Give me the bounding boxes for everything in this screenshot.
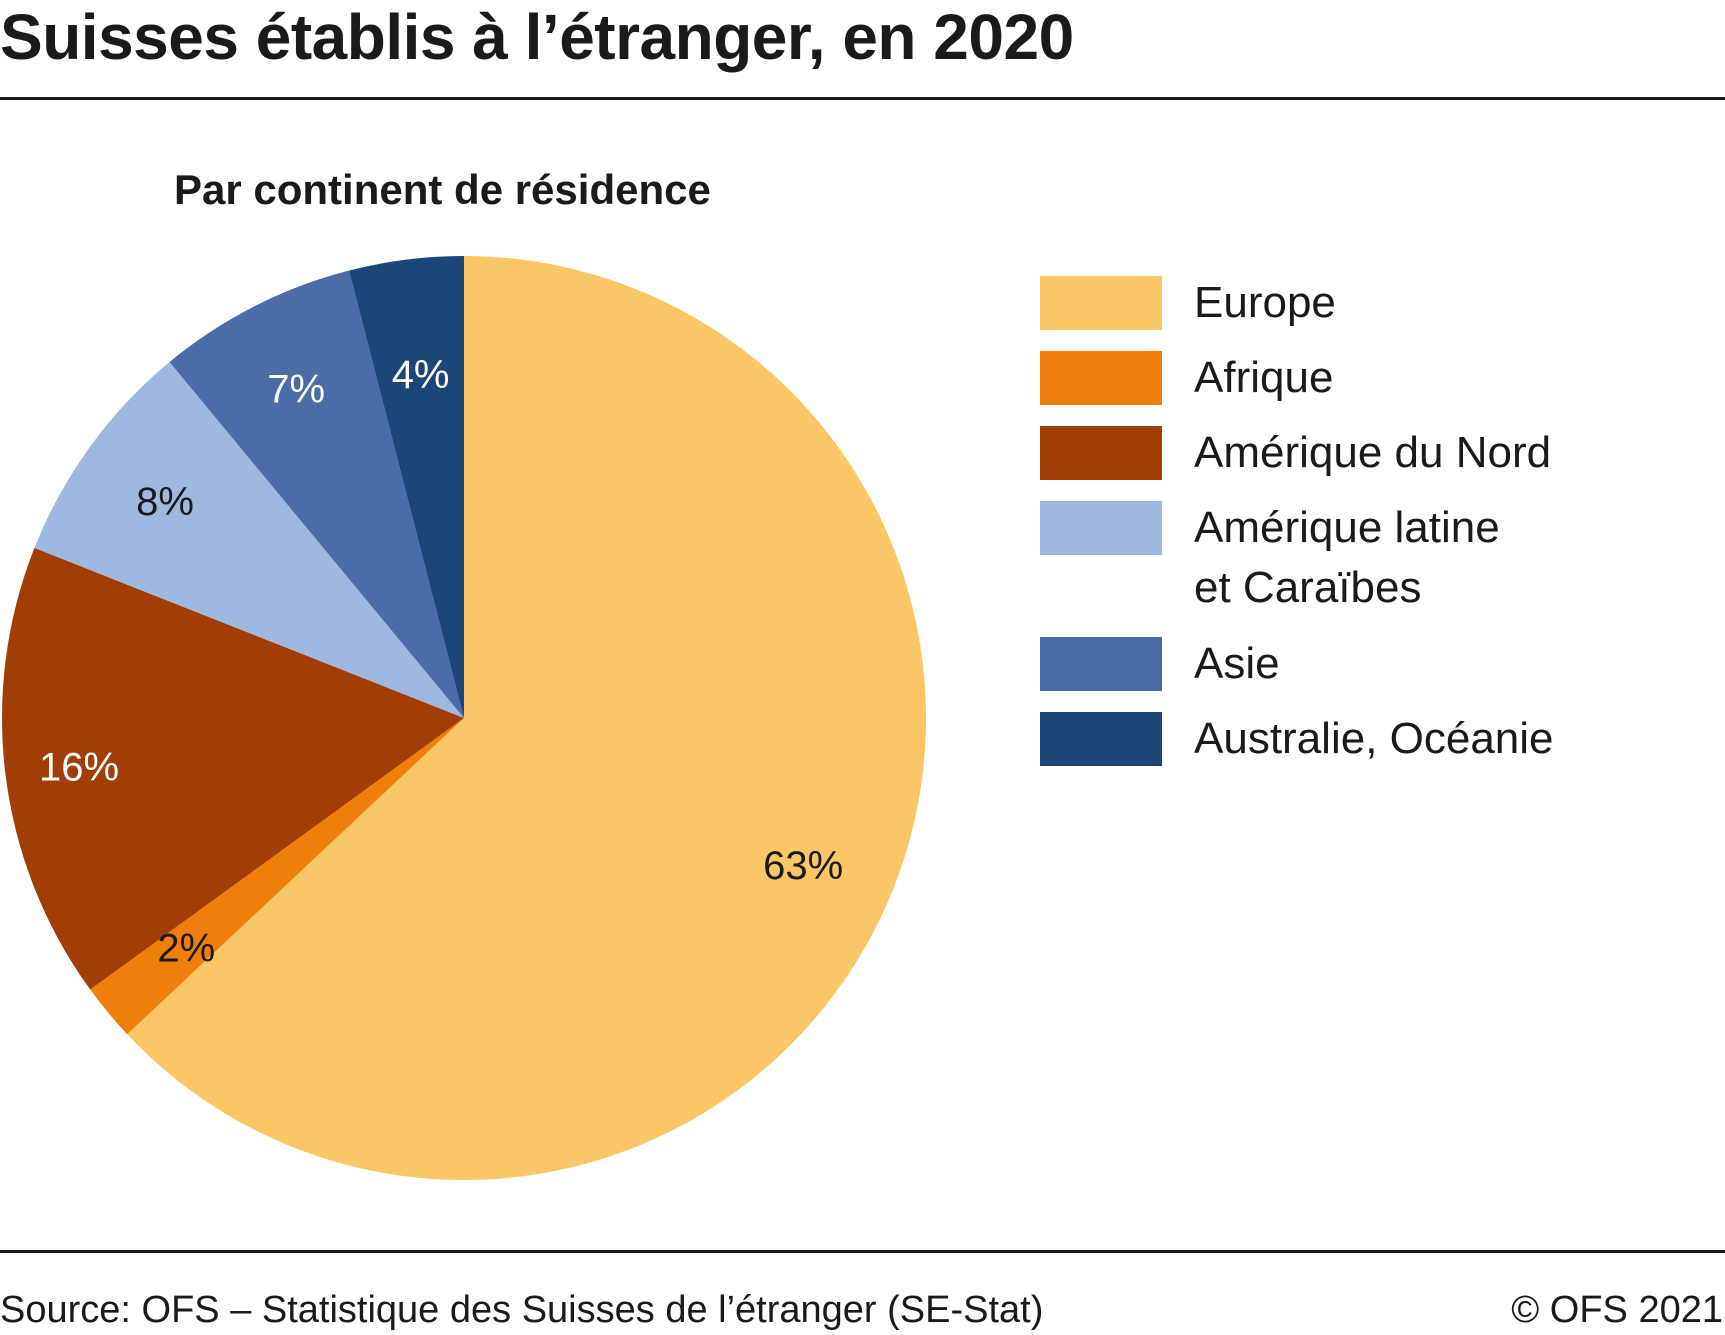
pie-slice [169,270,464,718]
legend-swatch-afrique [1040,351,1162,405]
legend-item-australie-oceanie: Australie, Océanie [1040,712,1700,787]
footer-divider [0,1250,1725,1253]
pie-slice-label: 16% [39,746,119,790]
legend-label-afrique: Afrique [1194,353,1334,402]
title-divider [0,97,1725,100]
pie-slice-label: 63% [763,844,843,888]
pie-slice [90,718,464,1035]
legend-swatch-asie [1040,637,1162,691]
legend-label-amerique-latine: Amérique latine et Caraïbes [1194,503,1500,612]
pie-slice [34,362,464,718]
pie-slice [127,256,927,1181]
legend-swatch-amerique-du-nord [1040,426,1162,480]
pie-chart: 63% 2% 16% 8% 7% 4% [1,256,927,1181]
pie-slice-label: 8% [136,480,194,524]
legend-item-afrique: Afrique [1040,351,1700,426]
legend-label-amerique-du-nord: Amérique du Nord [1194,428,1552,477]
legend-swatch-amerique-latine [1040,501,1162,555]
chart-title: Suisses établis à l’étranger, en 2020 [0,1,1074,73]
pie-labels: 63% 2% 16% 8% 7% 4% [39,353,843,971]
legend-swatch-australie-oceanie [1040,712,1162,766]
pie-slice-label: 4% [392,353,450,397]
pie-slices [1,256,927,1181]
legend-item-asie: Asie [1040,637,1700,712]
legend-label-australie-oceanie: Australie, Océanie [1194,714,1554,763]
legend-swatch-europe [1040,276,1162,330]
pie-slice-label: 7% [267,368,325,412]
legend-item-amerique-du-nord: Amérique du Nord [1040,426,1700,501]
legend: Europe Afrique Amérique du Nord Amérique… [1040,276,1700,787]
legend-label-europe: Europe [1194,278,1336,327]
legend-item-europe: Europe [1040,276,1700,351]
pie-slice [349,256,464,718]
legend-item-amerique-latine: Amérique latine et Caraïbes [1040,501,1700,637]
pie-slice [1,547,464,990]
pie-slice-label: 2% [157,927,215,971]
chart-subtitle: Par continent de résidence [174,166,711,213]
copyright-note: © OFS 2021 [1511,1289,1723,1331]
legend-label-asie: Asie [1194,639,1280,688]
source-note: Source: OFS – Statistique des Suisses de… [0,1289,1044,1331]
